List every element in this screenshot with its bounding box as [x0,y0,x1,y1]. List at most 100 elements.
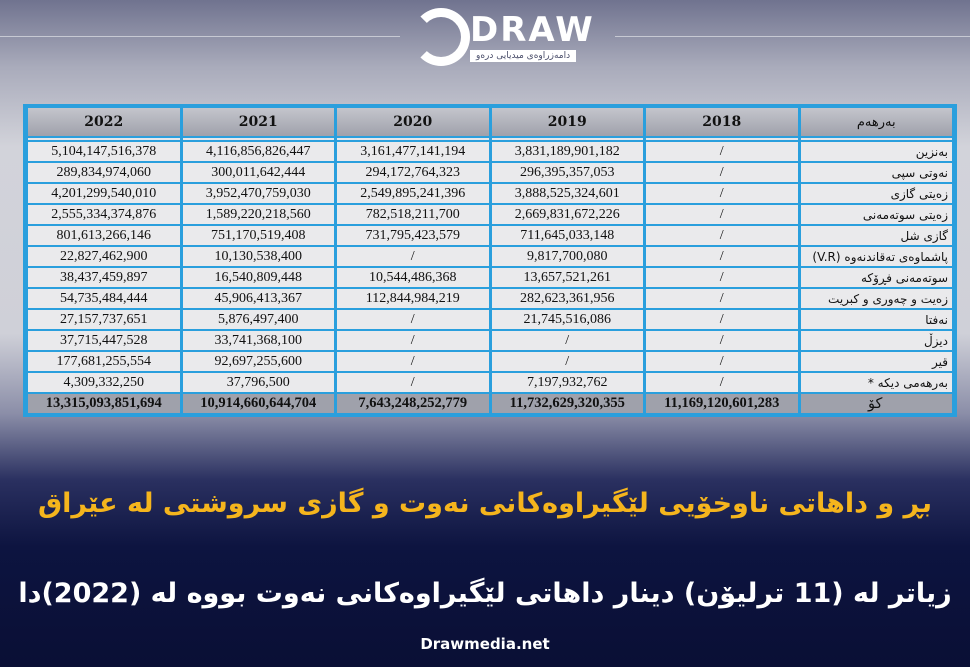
table-row: بەرهەمی دیکە */7,197,932,762/37,796,500 4… [28,373,952,392]
value-cell: 37,796,500 [182,373,334,392]
table-row: نەفتا/21,745,516,086/5,876,497,400 27,157… [28,310,952,329]
spacer-cell [800,138,952,140]
value-cell: 37,715,447,528 [28,331,180,350]
value-cell: / [337,331,489,350]
product-cell: بەنزین [800,142,952,161]
value-cell: 4,309,332,250 [28,373,180,392]
value-cell: / [646,268,798,287]
value-cell: / [337,373,489,392]
value-cell: 33,741,368,100 [182,331,334,350]
spacer-row [28,138,952,140]
value-cell: 7,197,932,762 [491,373,643,392]
value-cell: 3,952,470,759,030 [182,184,334,203]
table-row: پاشماوەی تەقاندنەوە (V.R)/9,817,700,080/… [28,247,952,266]
value-cell: / [646,352,798,371]
table-row: زەیتی گازی/3,888,525,324,601 2,549,895,24… [28,184,952,203]
value-cell: 282,623,361,956 [491,289,643,308]
value-cell: 112,844,984,219 [337,289,489,308]
website-link[interactable]: Drawmedia.net [420,635,550,653]
value-cell: 54,735,484,444 [28,289,180,308]
value-cell: 711,645,033,148 [491,226,643,245]
value-cell: / [646,142,798,161]
table-row: بەنزین/3,831,189,901,182 3,161,477,141,19… [28,142,952,161]
value-cell: 3,161,477,141,194 [337,142,489,161]
table-header-row: بەرهەم 2018 2019 2020 2021 2022 [28,108,952,136]
subheadline: زیاتر لە (11 ترلیۆن) دینار داهاتی لێگیرا… [18,578,952,609]
value-cell: 751,170,519,408 [182,226,334,245]
table-row: زەیت و چەوری و کبریت/282,623,361,956 112,… [28,289,952,308]
table-row: زەیتی سوتەمەنی/2,669,831,672,226 782,518,… [28,205,952,224]
logo-subtitle: دامەزراوەی میدیایی درەو [470,50,577,62]
revenue-table: بەرهەم 2018 2019 2020 2021 2022 بەنزین/3,831,… [23,104,957,417]
product-cell: سوتەمەنی فڕۆکە [800,268,952,287]
spacer-cell [491,138,643,140]
spacer-cell [337,138,489,140]
product-cell: گازی شل [800,226,952,245]
value-cell: 11,169,120,601,283 [646,394,798,413]
column-header: بەرهەم [800,108,952,136]
value-cell: 3,888,525,324,601 [491,184,643,203]
total-row: کۆ 11,169,120,601,283 11,732,629,320,355 7,… [28,394,952,413]
value-cell: 801,613,266,146 [28,226,180,245]
value-cell: 296,395,357,053 [491,163,643,182]
logo-text: DRAW [470,10,595,50]
value-cell: 2,669,831,672,226 [491,205,643,224]
product-cell: کۆ [800,394,952,413]
value-cell: 38,437,459,897 [28,268,180,287]
value-cell: / [646,184,798,203]
product-cell: بەرهەمی دیکە * [800,373,952,392]
value-cell: 45,906,413,367 [182,289,334,308]
table-row: نەوتی سپی/296,395,357,053 294,172,764,323… [28,163,952,182]
value-cell: 7,643,248,252,779 [337,394,489,413]
value-cell: 22,827,462,900 [28,247,180,266]
value-cell: / [646,373,798,392]
value-cell: 2,555,334,374,876 [28,205,180,224]
value-cell: 3,831,189,901,182 [491,142,643,161]
value-cell: 731,795,423,579 [337,226,489,245]
column-header: 2018 [646,108,798,136]
value-cell: 294,172,764,323 [337,163,489,182]
value-cell: 4,201,299,540,010 [28,184,180,203]
value-cell: 5,876,497,400 [182,310,334,329]
value-cell: 177,681,255,554 [28,352,180,371]
value-cell: / [491,352,643,371]
value-cell: 782,518,211,700 [337,205,489,224]
value-cell: 2,549,895,241,396 [337,184,489,203]
value-cell: 10,130,538,400 [182,247,334,266]
divider-left [0,36,400,37]
value-cell: 9,817,700,080 [491,247,643,266]
value-cell: / [646,247,798,266]
draw-logo: DRAW دامەزراوەی میدیایی درەو [410,8,610,68]
value-cell: / [337,247,489,266]
product-cell: قیر [800,352,952,371]
value-cell: 92,697,255,600 [182,352,334,371]
product-cell: زەیت و چەوری و کبریت [800,289,952,308]
value-cell: / [646,310,798,329]
value-cell: 300,011,642,444 [182,163,334,182]
table-row: قیر / //92,697,255,600 177,681,255,554 [28,352,952,371]
product-cell: زەیتی گازی [800,184,952,203]
table-row: گازی شل/711,645,033,148 731,795,423,579 75… [28,226,952,245]
value-cell: / [491,331,643,350]
value-cell: 27,157,737,651 [28,310,180,329]
divider-right [615,36,970,37]
table-row: سوتەمەنی فڕۆکە/13,657,521,261 10,544,486,… [28,268,952,287]
column-header: 2019 [491,108,643,136]
product-cell: زەیتی سوتەمەنی [800,205,952,224]
value-cell: 10,914,660,644,704 [182,394,334,413]
spacer-cell [28,138,180,140]
table-row: دیزڵ / //33,741,368,100 37,715,447,528 [28,331,952,350]
product-cell: پاشماوەی تەقاندنەوە (V.R) [800,247,952,266]
value-cell: 16,540,809,448 [182,268,334,287]
value-cell: 1,589,220,218,560 [182,205,334,224]
value-cell: / [646,163,798,182]
value-cell: / [337,310,489,329]
value-cell: 4,116,856,826,447 [182,142,334,161]
value-cell: / [337,352,489,371]
spacer-cell [182,138,334,140]
value-cell: 5,104,147,516,378 [28,142,180,161]
column-header: 2022 [28,108,180,136]
value-cell: 13,657,521,261 [491,268,643,287]
product-cell: نەفتا [800,310,952,329]
value-cell: 10,544,486,368 [337,268,489,287]
